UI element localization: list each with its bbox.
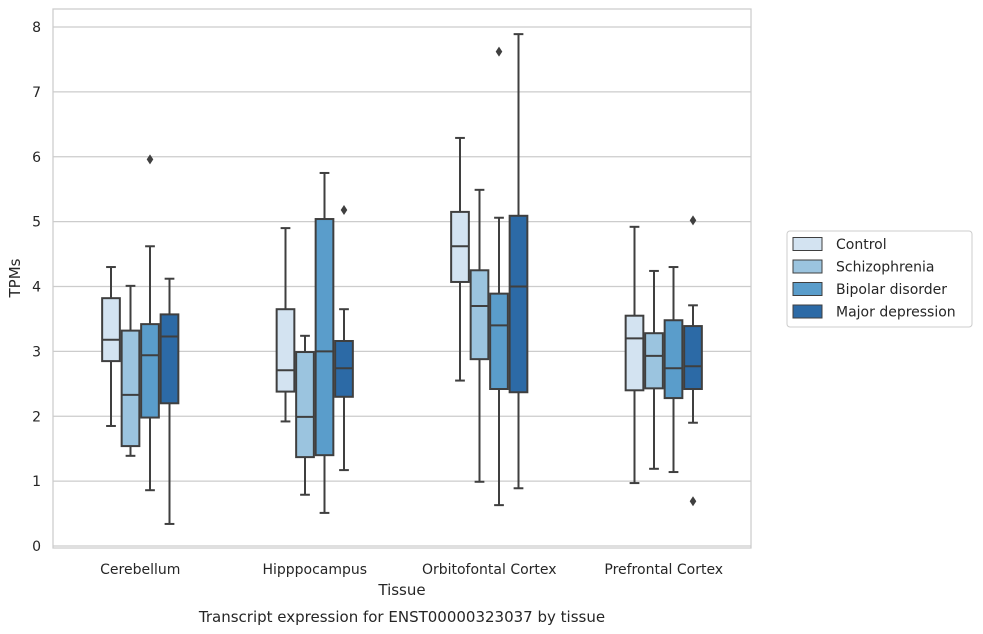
box-control — [450, 136, 470, 382]
y-tick-label: 2 — [32, 409, 41, 425]
legend-frame — [786, 230, 973, 328]
box-iqr — [120, 329, 141, 448]
box-iqr — [159, 313, 180, 405]
box-iqr — [314, 218, 335, 457]
legend: Control Schizophrenia Bipolar disorder Majo… — [786, 230, 973, 328]
y-tick-label: 0 — [32, 539, 41, 555]
outlier-point — [495, 46, 503, 57]
legend-label: Schizophrenia — [836, 260, 934, 276]
box-iqr — [683, 325, 703, 391]
y-axis-ticks: 0 1 2 3 4 5 6 7 8 — [32, 20, 41, 555]
box-iqr — [663, 319, 684, 400]
outlier-point — [146, 154, 154, 165]
y-tick-label: 6 — [32, 150, 41, 166]
outlier-point — [689, 496, 697, 507]
y-tick-label: 1 — [32, 474, 41, 490]
legend-swatch — [792, 282, 823, 296]
y-tick-label: 8 — [32, 20, 41, 36]
box-iqr — [295, 351, 315, 459]
box-major-depression — [683, 215, 703, 507]
box-control — [624, 225, 645, 485]
plot-area-frame — [52, 8, 752, 549]
x-tick-label: Orbitofontal Cortex — [422, 562, 557, 578]
box-major-depression — [508, 33, 529, 490]
box-bipolar-disorder — [140, 154, 160, 492]
box-iqr — [624, 314, 645, 392]
legend-label: Major depression — [836, 305, 956, 321]
box-schizophrenia — [469, 188, 490, 483]
y-tick-label: 7 — [32, 85, 41, 101]
outlier-point — [340, 204, 348, 215]
y-tick-label: 5 — [32, 215, 41, 231]
legend-label: Control — [836, 237, 887, 253]
x-axis-label: Tissue — [377, 581, 425, 599]
legend-swatch — [792, 237, 823, 251]
x-axis-ticks: Cerebellum Hipppocampus Orbitofontal Corte… — [100, 562, 723, 578]
outlier-point — [689, 215, 697, 226]
box-bipolar-disorder — [489, 46, 509, 507]
grid — [53, 26, 751, 547]
box-iqr — [508, 214, 529, 394]
box-iqr — [489, 292, 509, 391]
box-iqr — [140, 323, 160, 419]
box-iqr — [644, 332, 664, 390]
y-axis-label: TPMs — [6, 258, 24, 298]
x-tick-label: Prefrontal Cortex — [604, 562, 723, 578]
box-control — [275, 227, 296, 423]
chart-caption: Transcript expression for ENST0000032303… — [198, 608, 605, 626]
box-schizophrenia — [644, 269, 664, 470]
box-iqr — [275, 308, 296, 393]
y-tick-label: 3 — [32, 344, 41, 360]
box-major-depression — [334, 204, 354, 472]
boxes — [101, 33, 703, 525]
box-iqr — [101, 297, 121, 363]
box-major-depression — [159, 277, 180, 525]
box-schizophrenia — [295, 334, 315, 496]
legend-swatch — [792, 304, 823, 319]
legend-label: Bipolar disorder — [836, 282, 947, 298]
box-schizophrenia — [120, 284, 141, 457]
legend-swatch — [792, 259, 823, 274]
x-tick-label: Hipppocampus — [262, 562, 367, 578]
y-tick-label: 4 — [32, 280, 41, 296]
box-iqr — [469, 269, 490, 361]
x-tick-label: Cerebellum — [100, 562, 180, 578]
box-control — [101, 266, 121, 427]
box-bipolar-disorder — [314, 171, 335, 514]
box-bipolar-disorder — [663, 266, 684, 474]
